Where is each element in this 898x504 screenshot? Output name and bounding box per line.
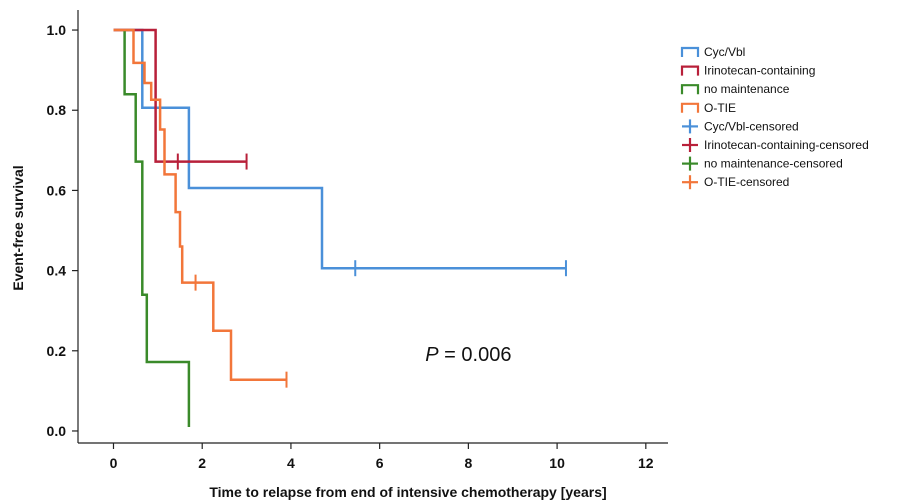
- series-line-cyc-vbl: [114, 30, 567, 268]
- y-axis-title: Event-free survival: [10, 165, 26, 290]
- y-tick-label: 0.8: [47, 102, 67, 118]
- legend: Cyc/Vbl Irinotecan-containing no maintenan…: [682, 45, 869, 189]
- x-tick-label: 8: [464, 455, 472, 471]
- x-tick-label: 12: [638, 455, 654, 471]
- y-tick-label: 0.0: [47, 423, 67, 439]
- legend-item: Cyc/Vbl-censored: [682, 119, 799, 133]
- x-tick-label: 6: [376, 455, 384, 471]
- legend-item: Irinotecan-containing: [682, 64, 815, 78]
- x-tick-label: 0: [110, 455, 118, 471]
- axes: [78, 10, 668, 443]
- p-value-italic: P: [425, 344, 439, 366]
- y-tick-label: 1.0: [47, 22, 67, 38]
- p-value-rest: = 0.006: [439, 344, 512, 366]
- legend-symbol: [682, 85, 698, 94]
- legend-item: O-TIE: [682, 101, 736, 115]
- legend-label: O-TIE: [704, 101, 736, 115]
- legend-label: Irinotecan-containing-censored: [704, 138, 869, 152]
- legend-label: O-TIE-censored: [704, 175, 789, 189]
- y-tick-label: 0.2: [47, 343, 67, 359]
- legend-item: Irinotecan-containing-censored: [682, 138, 869, 152]
- legend-item: no maintenance: [682, 82, 790, 96]
- legend-symbol: [682, 104, 698, 113]
- legend-label: no maintenance: [704, 82, 790, 96]
- y-tick-label: 0.4: [47, 263, 67, 279]
- legend-item: no maintenance-censored: [682, 157, 843, 171]
- x-axis-title: Time to relapse from end of intensive ch…: [209, 484, 606, 500]
- y-tick-label: 0.6: [47, 182, 67, 198]
- y-ticks: 0.0 0.2 0.4 0.6 0.8 1.0: [47, 22, 78, 439]
- p-value-annotation: P = 0.006: [425, 344, 511, 366]
- legend-label: Cyc/Vbl: [704, 45, 745, 59]
- legend-symbol: [682, 67, 698, 76]
- survival-curves: [114, 30, 567, 427]
- legend-symbol: [682, 48, 698, 57]
- series-o-tie: [114, 30, 287, 388]
- legend-label: no maintenance-censored: [704, 157, 843, 171]
- legend-item: Cyc/Vbl: [682, 45, 745, 59]
- x-tick-label: 4: [287, 455, 295, 471]
- series-cyc-vbl: [114, 30, 567, 276]
- legend-label: Irinotecan-containing: [704, 64, 815, 78]
- x-tick-label: 10: [549, 455, 565, 471]
- x-tick-label: 2: [198, 455, 206, 471]
- legend-item: O-TIE-censored: [682, 175, 789, 189]
- series-line-o-tie: [114, 30, 287, 380]
- x-ticks: 0 2 4 6 8 10 12: [110, 443, 654, 471]
- legend-label: Cyc/Vbl-censored: [704, 119, 799, 133]
